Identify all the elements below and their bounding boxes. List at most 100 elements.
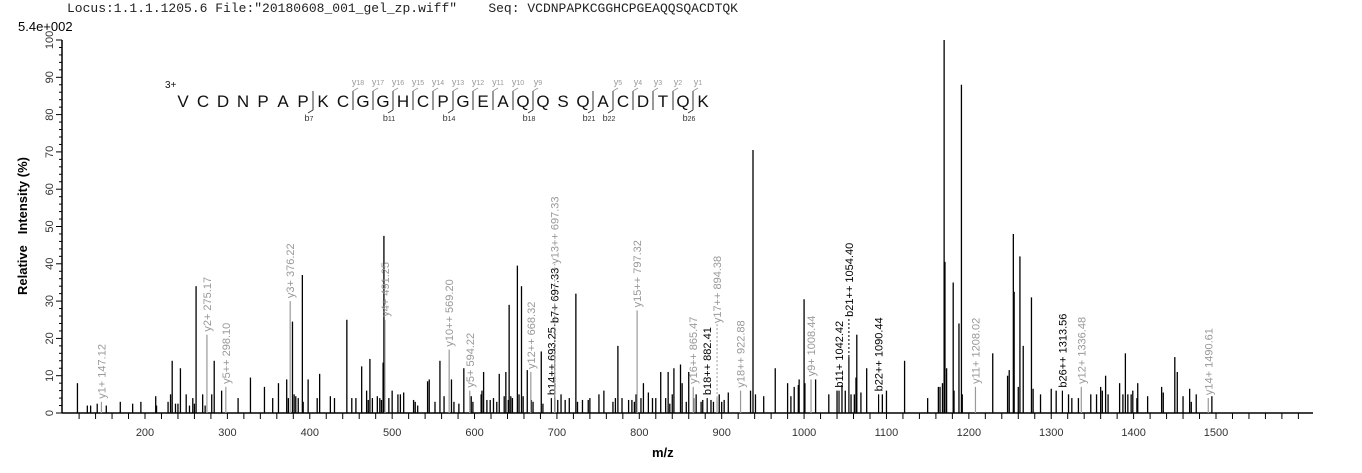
x-tick-label: 1300 <box>1039 427 1063 439</box>
ion-label: y17++ 894.38 <box>712 256 724 323</box>
y-tick-label: 50 <box>44 220 56 232</box>
b-ion-hook <box>387 109 394 114</box>
ion-label: y5++ 298.10 <box>221 323 233 384</box>
y-ion-marker: y13 <box>452 77 464 87</box>
y-ion-letter: y <box>352 77 357 87</box>
y-ion-marker: y3 <box>654 77 663 87</box>
y-tick-label: 90 <box>44 71 56 83</box>
b-ion-hook <box>527 109 534 114</box>
y-tick-label: 20 <box>44 332 56 344</box>
y-ion-number: 18 <box>356 80 364 87</box>
sequence-residue: A <box>277 92 289 111</box>
x-tick-label: 800 <box>630 427 648 439</box>
ion-label: y9+ 1008.44 <box>806 316 818 377</box>
y-ion-letter: y <box>492 77 497 87</box>
y-ion-marker: y15 <box>412 77 424 87</box>
y-ion-hook <box>652 87 659 92</box>
ion-label: b14++ 693.25 <box>546 327 558 395</box>
b-ion-number: 7 <box>310 116 314 123</box>
y-ion-marker: y12 <box>472 77 484 87</box>
y-ion-letter: y <box>534 77 539 87</box>
ion-label: y10++ 569.20 <box>444 279 456 346</box>
b-ion-letter: b <box>443 113 448 123</box>
b-ion-number: 22 <box>608 116 616 123</box>
file-text: File:"20180608_001_gel_zp.wiff" <box>215 1 458 16</box>
ion-label: b18++ 882.41 <box>702 327 714 395</box>
charge-state: 3+ <box>165 80 177 91</box>
b-ion-number: 14 <box>448 116 456 123</box>
y-ion-hook <box>632 87 639 92</box>
sequence-residue: Q <box>576 92 589 111</box>
sequence-residue: C <box>337 92 349 111</box>
y-ion-hook <box>472 87 479 92</box>
y-tick-label: 80 <box>44 108 56 120</box>
y-ion-marker: y17 <box>372 77 384 87</box>
x-tick-label: 700 <box>548 427 566 439</box>
y-ion-number: 15 <box>416 80 424 87</box>
y-ion-number: 5 <box>618 80 622 87</box>
spectrum-header: Locus:1.1.1.1205.6 File:"20180608_001_ge… <box>67 1 738 16</box>
y-ion-letter: y <box>372 77 377 87</box>
x-tick-label: 400 <box>301 427 319 439</box>
b-ion-number: 26 <box>688 116 696 123</box>
b-ion-hook <box>447 109 454 114</box>
b-ion-marker: b18 <box>523 113 536 123</box>
sequence-residue: Q <box>516 92 529 111</box>
y-ion-number: 9 <box>538 80 542 87</box>
sequence-residue: D <box>217 92 229 111</box>
y-ion-hook <box>352 87 359 92</box>
y-ion-letter: y <box>432 77 437 87</box>
x-axis-title: m/z <box>652 445 674 460</box>
y-ion-number: 1 <box>698 80 702 87</box>
x-tick-label: 1200 <box>957 427 981 439</box>
y-ion-marker: y9 <box>534 77 543 87</box>
sequence-residue: K <box>317 92 329 111</box>
y-ion-hook <box>612 87 619 92</box>
b-ion-letter: b <box>683 113 688 123</box>
x-tick-label: 200 <box>136 427 154 439</box>
ion-label: y3+ 376.22 <box>285 243 297 298</box>
ion-label: y18++ 922.88 <box>736 320 748 387</box>
y-ion-letter: y <box>614 77 619 87</box>
b-ion-number: 11 <box>388 116 395 123</box>
y-ion-marker: y11 <box>492 77 504 87</box>
y-ion-number: 11 <box>497 80 504 87</box>
b-ion-letter: b <box>603 113 608 123</box>
b-ion-marker: b26 <box>683 113 696 123</box>
y-ion-letter: y <box>472 77 477 87</box>
ion-label: y13++ 697.33 <box>550 197 562 264</box>
x-tick-label: 1100 <box>875 427 899 439</box>
ion-label: y15++ 797.32 <box>632 240 644 307</box>
y-ion-letter: y <box>512 77 517 87</box>
y-ion-marker: y1 <box>694 77 703 87</box>
peaks-layer <box>76 40 1213 413</box>
sequence-residue: N <box>237 92 249 111</box>
y-ion-hook <box>512 87 519 92</box>
y-ion-hook <box>432 87 439 92</box>
sequence-residue: P <box>257 92 268 111</box>
y-ion-number: 3 <box>658 80 662 87</box>
y-tick-label: 60 <box>44 183 56 195</box>
ion-label: b7+ 697.33 <box>550 268 562 323</box>
b-ion-marker: b11 <box>383 113 395 123</box>
y-tick-label: 40 <box>44 258 56 270</box>
y-ion-marker: y2 <box>674 77 683 87</box>
sequence-residue: V <box>177 92 189 111</box>
ion-label: b22++ 1090.44 <box>874 317 886 391</box>
sequence-residue: G <box>356 92 369 111</box>
y-ion-marker: y18 <box>352 77 364 87</box>
b-ion-hook <box>307 109 314 114</box>
axes-layer: 200 300 400 500 600 700 800 900 1000 1100 1200 1300… <box>44 31 1313 439</box>
intensity-scale-label: 5.4e+002 <box>18 19 73 34</box>
sequence-residue: C <box>617 92 629 111</box>
b-ion-letter: b <box>583 113 588 123</box>
y-ion-letter: y <box>392 77 397 87</box>
y-ion-letter: y <box>694 77 699 87</box>
sequence-residue: S <box>557 92 568 111</box>
sequence-residue: G <box>376 92 389 111</box>
y-ion-letter: y <box>674 77 679 87</box>
ion-label: y2+ 275.17 <box>202 277 214 332</box>
b-ion-number: 18 <box>528 116 536 123</box>
y-ion-letter: y <box>634 77 639 87</box>
